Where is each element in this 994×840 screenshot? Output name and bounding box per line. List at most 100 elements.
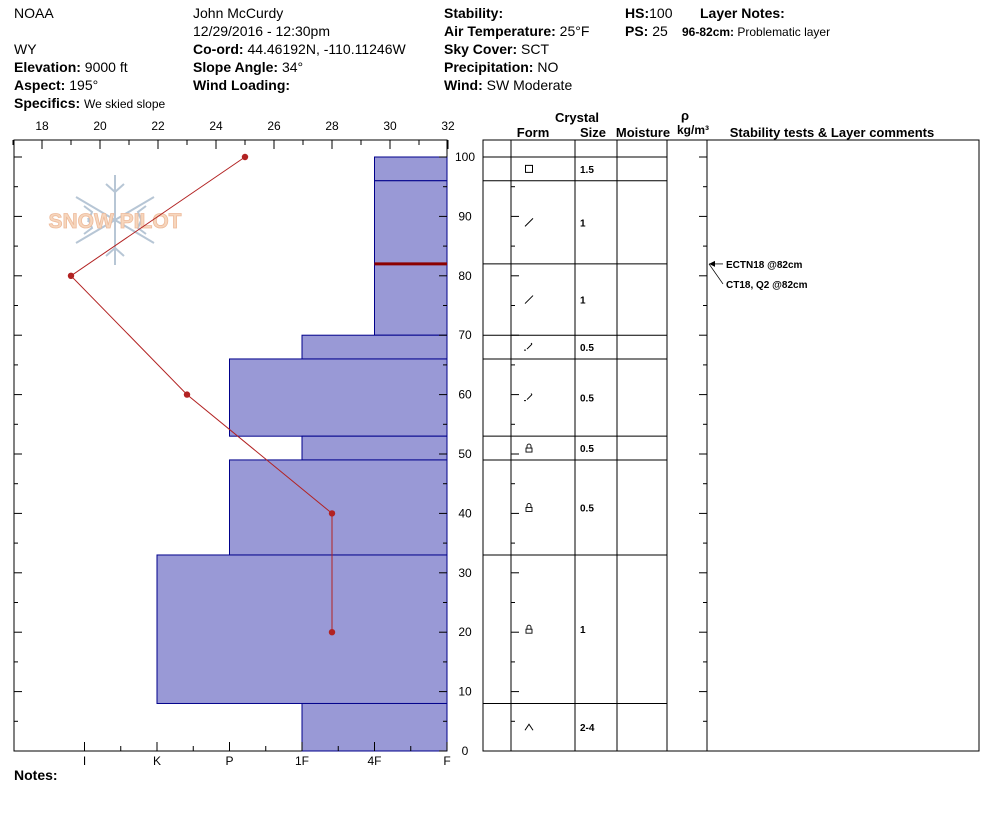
- crystal-depth-hoar-icon: [525, 443, 533, 453]
- layer-size: 1: [580, 625, 586, 636]
- sky-cover: Sky Cover: SCT: [444, 40, 549, 58]
- air-temp-value: 25°F: [559, 23, 590, 39]
- snowpilot-logo: SNOW PILOT: [48, 175, 182, 265]
- height-tick-label: 80: [458, 269, 472, 283]
- notes-label: Notes:: [14, 767, 58, 783]
- datetime: 12/29/2016 - 12:30pm: [193, 23, 330, 39]
- slope-value: 34°: [281, 59, 304, 75]
- hardness-bar: [374, 263, 448, 336]
- hardness-tick-label: F: [443, 754, 450, 768]
- temp-tick-label: 30: [383, 119, 397, 133]
- header-stability: Stability tests & Layer comments: [730, 125, 934, 140]
- height-tick-label: 30: [458, 566, 472, 580]
- hardness-bar: [374, 156, 448, 182]
- aspect: Aspect: 195°: [14, 76, 98, 94]
- coord-value: 44.46192N, -110.11246W: [247, 41, 406, 57]
- temp-point: [241, 153, 249, 161]
- wind-loading: Wind Loading:: [193, 76, 290, 94]
- aspect-label: Aspect:: [14, 77, 66, 93]
- stability-tests: ECTN18 @82cm CT18, Q2 @82cm: [708, 260, 808, 291]
- header-form: Form: [517, 125, 550, 140]
- stability: Stability:: [444, 4, 503, 22]
- hardness-bar: [156, 554, 448, 704]
- temp-tick-label: 26: [267, 119, 281, 133]
- crystal-slash-icon: [524, 295, 534, 304]
- precip-value: NO: [537, 59, 559, 75]
- specifics-label: Specifics:: [14, 95, 81, 111]
- ps-label: PS:: [625, 23, 649, 39]
- sky-label: Sky Cover:: [444, 41, 518, 57]
- height-tick-label: 60: [458, 388, 472, 402]
- header-density-unit: kg/m³: [677, 123, 709, 137]
- hardness-bar: [229, 358, 448, 437]
- height-tick-label: 50: [458, 447, 472, 461]
- layer-size: 1: [580, 218, 586, 229]
- air-temperature: Air Temperature: 25°F: [444, 22, 589, 40]
- aspect-value: 195°: [69, 77, 99, 93]
- temp-tick-label: 22: [151, 119, 165, 133]
- precipitation: Precipitation: NO: [444, 58, 558, 76]
- stability-test-label: ECTN18 @82cm: [726, 260, 803, 271]
- layer-size: 1: [580, 296, 586, 307]
- crystal-faceted-icon: [524, 342, 533, 351]
- height-tick-label: 40: [458, 506, 472, 520]
- crystal-depth-hoar-icon: [525, 624, 533, 634]
- layer-note: 96-82cm: Problematic layer: [682, 23, 830, 41]
- crystal-caret-icon: [524, 723, 534, 731]
- snowflake-icon: [75, 175, 155, 265]
- hardness-tick-label: P: [225, 754, 233, 768]
- layer-size: 0.5: [580, 503, 594, 514]
- temp-point: [328, 629, 336, 636]
- layer-size: 0.5: [580, 394, 594, 405]
- header-rho: ρ: [681, 108, 689, 123]
- height-tick-label: 10: [458, 685, 472, 699]
- height-tick-label: 0: [462, 744, 469, 758]
- state: WY: [14, 41, 37, 57]
- crystal-depth-hoar-icon: [525, 503, 533, 512]
- penetration: PS: 25: [625, 22, 668, 40]
- temp-tick-label: 32: [441, 119, 455, 133]
- hs-label: HS:: [625, 5, 650, 21]
- height-tick-label: 100: [455, 150, 475, 164]
- temp-tick-label: 18: [35, 119, 49, 133]
- wind: Wind: SW Moderate: [444, 76, 572, 94]
- precip-label: Precipitation:: [444, 59, 534, 75]
- temp-point: [328, 510, 336, 517]
- hardness-bar: [229, 459, 448, 556]
- hs-value: 100: [649, 5, 673, 21]
- header-moisture: Moisture: [616, 125, 670, 140]
- hardness-axis: I K P 1F 4F F: [83, 742, 451, 768]
- observer: John McCurdy: [193, 5, 284, 21]
- left-minor-ticks: [14, 156, 447, 752]
- temp-point: [183, 391, 191, 398]
- temperature-axis: 18 20 22 24 26 28 30 32: [12, 119, 455, 149]
- slope-label: Slope Angle:: [193, 59, 279, 75]
- elevation-label: Elevation:: [14, 59, 81, 75]
- layer-notes: Layer Notes:: [700, 4, 785, 22]
- temperature-profile: [67, 153, 336, 636]
- table-minor-ticks: [511, 156, 707, 752]
- hardness-tick-label: 4F: [367, 754, 381, 768]
- specifics-value: We skied slope: [84, 97, 166, 111]
- wind-label: Wind:: [444, 77, 483, 93]
- crystal-faceted-icon: [524, 393, 533, 402]
- logo-text: SNOW PILOT: [49, 210, 182, 233]
- layer-size: 0.5: [580, 444, 594, 455]
- height-tick-label: 20: [458, 625, 472, 639]
- hardness-bar: [374, 180, 448, 265]
- sky-value: SCT: [521, 41, 550, 57]
- layer-note-text: Problematic layer: [737, 25, 831, 39]
- stability-label: Stability:: [444, 5, 504, 21]
- hardness-tick-label: I: [83, 754, 86, 768]
- hardness-tick-label: 1F: [295, 754, 309, 768]
- elevation: Elevation: 9000 ft: [14, 58, 128, 76]
- stability-leader: [708, 263, 724, 285]
- layer-table-frame: [482, 139, 980, 752]
- coord-label: Co-ord:: [193, 41, 244, 57]
- temp-tick-label: 28: [325, 119, 339, 133]
- hardness-bar: [301, 334, 448, 360]
- header-crystal: Crystal: [555, 110, 599, 125]
- layer-size: 1.5: [580, 165, 594, 176]
- org-name: NOAA: [14, 5, 54, 21]
